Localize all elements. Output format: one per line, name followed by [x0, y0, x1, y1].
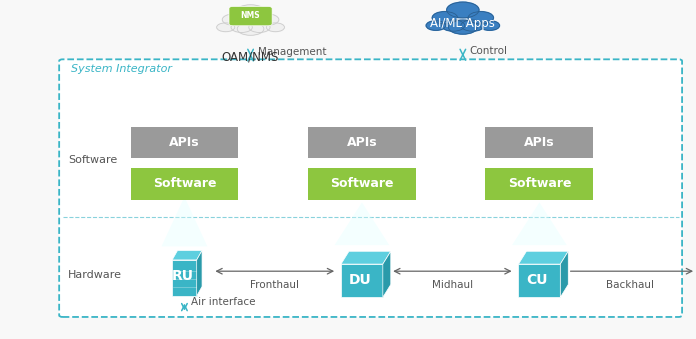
Polygon shape	[197, 251, 202, 296]
Text: APIs: APIs	[524, 136, 555, 149]
Polygon shape	[172, 260, 197, 296]
Text: OAM/NMS: OAM/NMS	[222, 51, 279, 64]
Text: Software: Software	[68, 155, 118, 165]
Circle shape	[461, 20, 484, 31]
Polygon shape	[172, 251, 202, 260]
Text: APIs: APIs	[347, 136, 377, 149]
Polygon shape	[560, 251, 568, 297]
Circle shape	[432, 12, 457, 24]
Circle shape	[480, 21, 500, 30]
Circle shape	[468, 12, 493, 24]
Text: Control: Control	[470, 46, 508, 56]
Text: Midhaul: Midhaul	[432, 280, 473, 290]
FancyBboxPatch shape	[308, 127, 416, 158]
Text: Software: Software	[152, 177, 216, 191]
Circle shape	[222, 14, 246, 25]
Polygon shape	[341, 251, 390, 264]
Text: NMS: NMS	[241, 12, 260, 20]
Polygon shape	[161, 197, 207, 246]
Text: DU: DU	[349, 273, 371, 287]
Text: Software: Software	[330, 177, 394, 191]
FancyBboxPatch shape	[308, 168, 416, 200]
Circle shape	[255, 14, 279, 25]
Circle shape	[231, 22, 253, 33]
Circle shape	[237, 22, 264, 35]
Text: APIs: APIs	[169, 136, 200, 149]
Text: Backhaul: Backhaul	[606, 280, 654, 290]
FancyBboxPatch shape	[59, 59, 682, 317]
FancyBboxPatch shape	[229, 6, 272, 26]
Circle shape	[442, 20, 465, 31]
Text: CU: CU	[527, 273, 548, 287]
Text: AI/ML Apps: AI/ML Apps	[430, 17, 496, 29]
FancyBboxPatch shape	[131, 168, 238, 200]
Circle shape	[267, 23, 285, 32]
Circle shape	[447, 2, 479, 18]
Circle shape	[426, 21, 445, 30]
Circle shape	[448, 20, 477, 34]
Polygon shape	[519, 251, 568, 264]
FancyBboxPatch shape	[131, 127, 238, 158]
Circle shape	[248, 22, 270, 33]
Polygon shape	[341, 264, 383, 297]
Polygon shape	[512, 202, 567, 245]
Text: Fronthaul: Fronthaul	[251, 280, 299, 290]
Polygon shape	[383, 251, 390, 297]
Text: Management: Management	[258, 47, 326, 57]
Text: RU: RU	[172, 269, 194, 283]
Text: Air interface: Air interface	[191, 297, 256, 307]
Circle shape	[236, 5, 265, 19]
Text: Software: Software	[507, 177, 571, 191]
Polygon shape	[335, 202, 389, 245]
FancyBboxPatch shape	[486, 168, 593, 200]
Circle shape	[216, 23, 235, 32]
FancyBboxPatch shape	[486, 127, 593, 158]
Text: System Integrator: System Integrator	[71, 64, 172, 74]
Text: Hardware: Hardware	[68, 270, 122, 280]
Polygon shape	[519, 264, 560, 297]
